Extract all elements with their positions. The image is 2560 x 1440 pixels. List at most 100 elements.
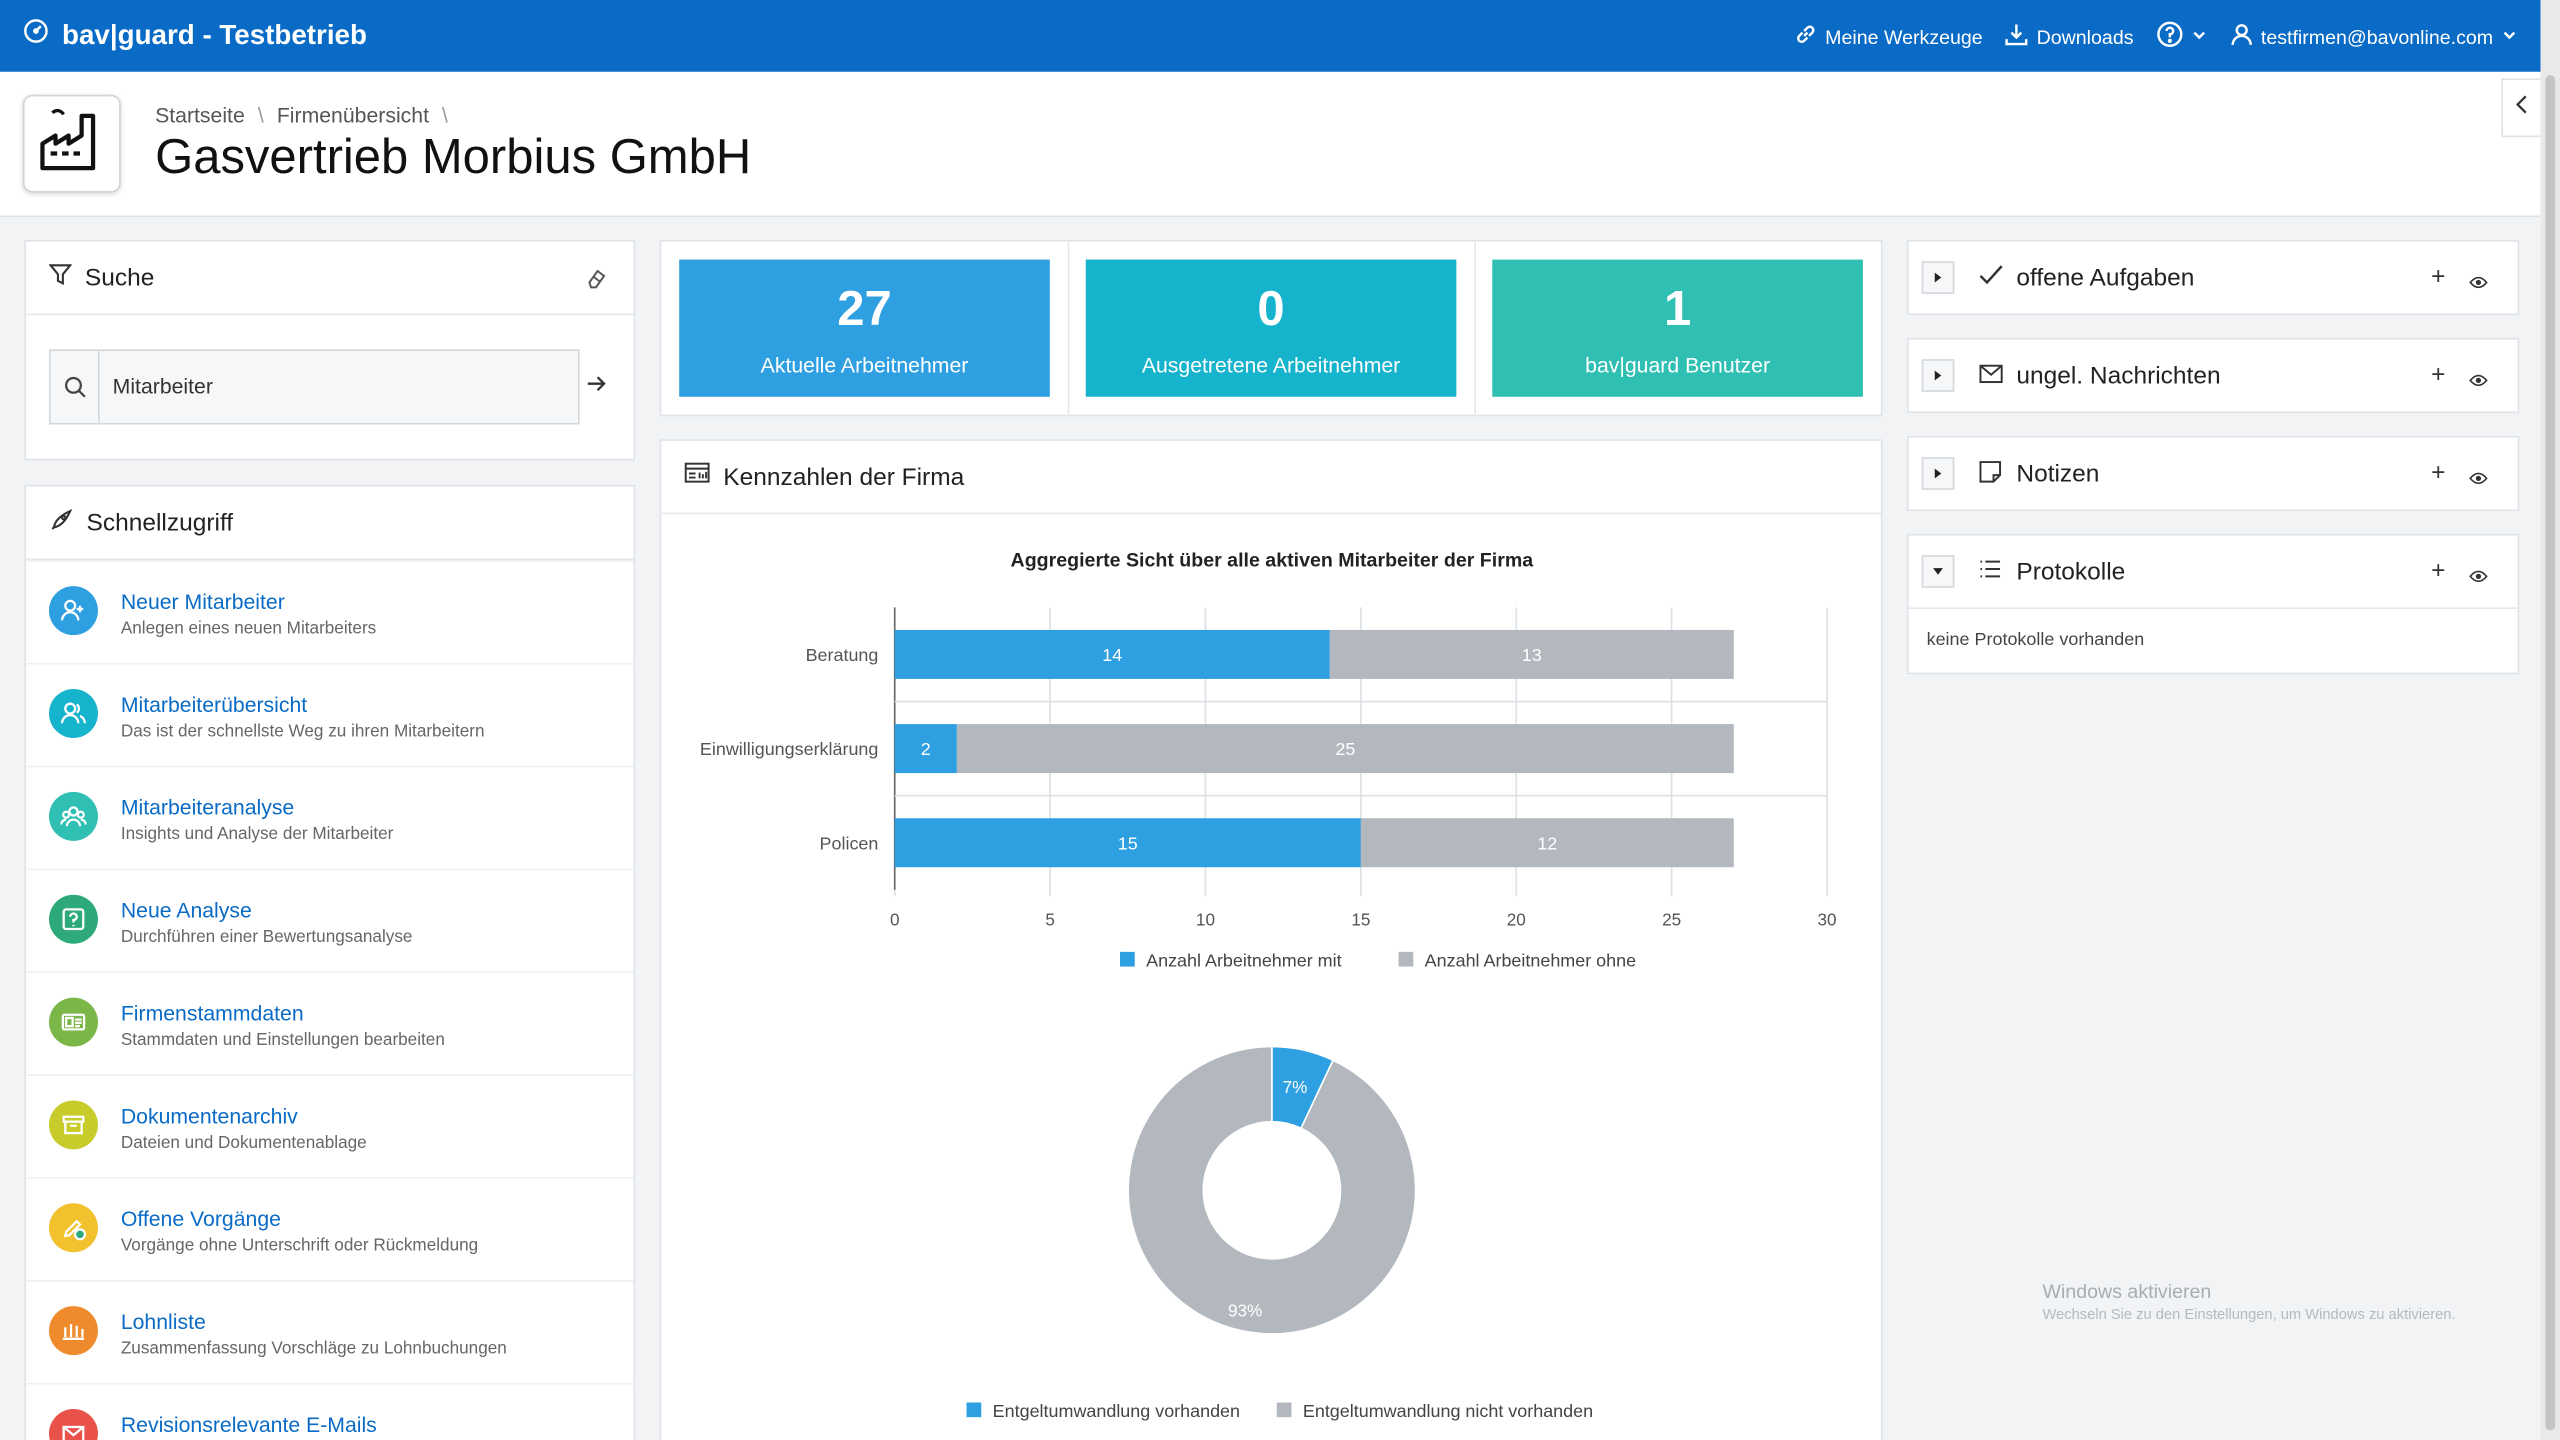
legend-swatch: [1398, 951, 1414, 967]
eraser-icon[interactable]: [586, 268, 607, 296]
expand-button[interactable]: [1921, 457, 1955, 490]
link-icon: [1794, 23, 1817, 51]
dashboard-icon: [684, 462, 710, 491]
breadcrumb-home[interactable]: Startseite: [155, 102, 245, 128]
expand-button[interactable]: [1921, 261, 1955, 294]
kpi-former-employees[interactable]: 0 Ausgetretene Arbeitnehmer: [1085, 259, 1457, 397]
quick-access-heading: Schnellzugriff: [86, 508, 234, 537]
breadcrumb-separator: \: [257, 102, 264, 128]
speedometer-icon: [23, 18, 49, 52]
quick-item-title: Neue Analyse: [120, 897, 252, 923]
quick-item-subtitle: Durchführen einer Bewertungsanalyse: [120, 927, 413, 947]
quick-item-mitarbeiteruebersicht[interactable]: Mitarbeiterübersicht Das ist der schnell…: [26, 662, 634, 766]
factory-icon: [38, 107, 107, 180]
quick-access-header: Schnellzugriff: [26, 487, 634, 561]
help-menu[interactable]: [2156, 21, 2207, 52]
y-category-label: Policen: [820, 833, 879, 853]
quick-item-title: Dokumentenarchiv: [120, 1103, 298, 1129]
logs-panel: Protokolle + keine Protokolle vorhanden: [1906, 533, 2520, 675]
downloads-link[interactable]: Downloads: [2005, 23, 2134, 51]
kennzahlen-heading: Kennzahlen der Firma: [723, 462, 965, 491]
quick-item-subtitle: Zusammenfassung Vorschläge zu Lohnbuchun…: [120, 1338, 507, 1359]
add-task-button[interactable]: +: [2431, 262, 2446, 291]
quick-item-title: Offene Vorgänge: [120, 1206, 281, 1232]
download-icon: [2005, 23, 2029, 51]
top-nav: Meine Werkzeuge Downloads testfirmen@bav…: [1794, 21, 2517, 52]
x-tick-label: 10: [1196, 910, 1215, 930]
donut-chart-legend: Entgeltumwandlung vorhanden Entgeltumwand…: [966, 1401, 1593, 1421]
kpi-value: 27: [837, 282, 892, 337]
breadcrumb-companies[interactable]: Firmenübersicht: [276, 102, 429, 128]
kpi-divider: [1474, 241, 1476, 417]
y-category-label: Einwilligungserklärung: [700, 739, 878, 759]
messages-panel: ungel. Nachrichten +: [1906, 337, 2520, 414]
search-panel-header: Suche: [26, 242, 634, 316]
quick-item-neue-analyse[interactable]: Neue Analyse Durchführen einer Bewertung…: [26, 868, 634, 972]
expand-button[interactable]: [1921, 359, 1955, 392]
vertical-scrollbar[interactable]: [2540, 0, 2560, 1440]
kpi-current-employees[interactable]: 27 Aktuelle Arbeitnehmer: [679, 259, 1050, 397]
legend-label: Anzahl Arbeitnehmer mit: [1146, 951, 1341, 971]
legend-swatch: [1276, 1402, 1292, 1418]
logs-header: [1908, 536, 2518, 609]
add-log-button[interactable]: +: [2431, 556, 2446, 585]
quick-item-dokumentenarchiv[interactable]: Dokumentenarchiv Dateien und Dokumentena…: [26, 1074, 634, 1177]
eye-icon[interactable]: [2469, 366, 2489, 395]
app-brand[interactable]: bav|guard - Testbetrieb: [23, 18, 367, 52]
quick-item-firmenstammdaten[interactable]: Firmenstammdaten Stammdaten und Einstell…: [26, 971, 634, 1074]
app-title: bav|guard - Testbetrieb: [62, 18, 367, 50]
user-plus-icon: [48, 586, 98, 636]
eye-icon[interactable]: [2469, 562, 2489, 591]
logs-heading: Protokolle: [2016, 558, 2126, 587]
bar-segment: [1360, 818, 1734, 868]
question-icon: [48, 894, 98, 944]
page-header: Startseite \ Firmenübersicht \ Gasvertri…: [0, 71, 2541, 218]
collapse-button[interactable]: [1921, 555, 1955, 588]
quick-item-lohnliste[interactable]: Lohnliste Zusammenfassung Vorschläge zu …: [26, 1280, 634, 1383]
arrow-right-icon[interactable]: [586, 372, 606, 401]
donut-value-label: 93%: [1228, 1300, 1262, 1320]
add-message-button[interactable]: +: [2431, 360, 2446, 389]
quick-item-mitarbeiteranalyse[interactable]: Mitarbeiteranalyse Insights und Analyse …: [26, 765, 634, 869]
rocket-icon: [49, 507, 73, 538]
bar-value-label: 12: [1537, 833, 1557, 853]
messages-heading: ungel. Nachrichten: [2016, 362, 2221, 391]
quick-item-subtitle: Vorgänge ohne Unterschrift oder Rückmeld…: [120, 1235, 479, 1256]
x-tick-label: 25: [1662, 910, 1681, 930]
company-logo: [22, 94, 121, 193]
quick-item-revisionsrelevante-emails[interactable]: Revisionsrelevante E-Mails: [26, 1382, 634, 1440]
quick-item-subtitle: Stammdaten und Einstellungen bearbeiten: [120, 1030, 445, 1050]
bar-value-label: 25: [1335, 739, 1355, 759]
bar-value-label: 15: [1118, 833, 1138, 853]
chevron-down-icon: [2191, 25, 2207, 48]
notes-heading: Notizen: [2016, 460, 2100, 489]
kennzahlen-panel: Kennzahlen der Firma Aggregierte Sicht ü…: [659, 439, 1883, 1440]
chart-title: Aggregierte Sicht über alle aktiven Mita…: [1010, 548, 1534, 572]
legend-label: Anzahl Arbeitnehmer ohne: [1425, 951, 1636, 971]
sidebar-collapse-button[interactable]: [2501, 78, 2541, 138]
x-tick-label: 0: [890, 910, 900, 930]
quick-item-neuer-mitarbeiter[interactable]: Neuer Mitarbeiter Anlegen eines neuen Mi…: [26, 560, 634, 663]
eye-icon[interactable]: [2469, 268, 2489, 297]
user-menu[interactable]: testfirmen@bavonline.com: [2230, 23, 2518, 51]
add-note-button[interactable]: +: [2431, 458, 2446, 487]
donut-slice: [1127, 1045, 1417, 1335]
tools-link[interactable]: Meine Werkzeuge: [1794, 23, 1983, 51]
bar-segment: [956, 724, 1734, 774]
help-icon: [2156, 21, 2183, 52]
kpi-label: Aktuelle Arbeitnehmer: [760, 352, 969, 378]
user-icon: [2230, 23, 2253, 51]
search-icon: [51, 351, 100, 423]
scrollbar-thumb[interactable]: [2545, 75, 2556, 1431]
search-panel: Suche Mitarbeiter: [24, 240, 636, 461]
bar-segment: [894, 724, 957, 774]
x-tick-label: 15: [1351, 910, 1370, 930]
eye-icon[interactable]: [2469, 464, 2489, 493]
bar-segment: [894, 818, 1361, 868]
kpi-value: 0: [1257, 282, 1285, 337]
search-input[interactable]: Mitarbeiter: [48, 349, 580, 425]
kpi-users[interactable]: 1 bav|guard Benutzer: [1492, 259, 1863, 397]
x-tick-label: 20: [1507, 910, 1526, 930]
quick-item-offene-vorgaenge[interactable]: Offene Vorgänge Vorgänge ohne Unterschri…: [26, 1177, 634, 1280]
archive-icon: [48, 1100, 98, 1150]
